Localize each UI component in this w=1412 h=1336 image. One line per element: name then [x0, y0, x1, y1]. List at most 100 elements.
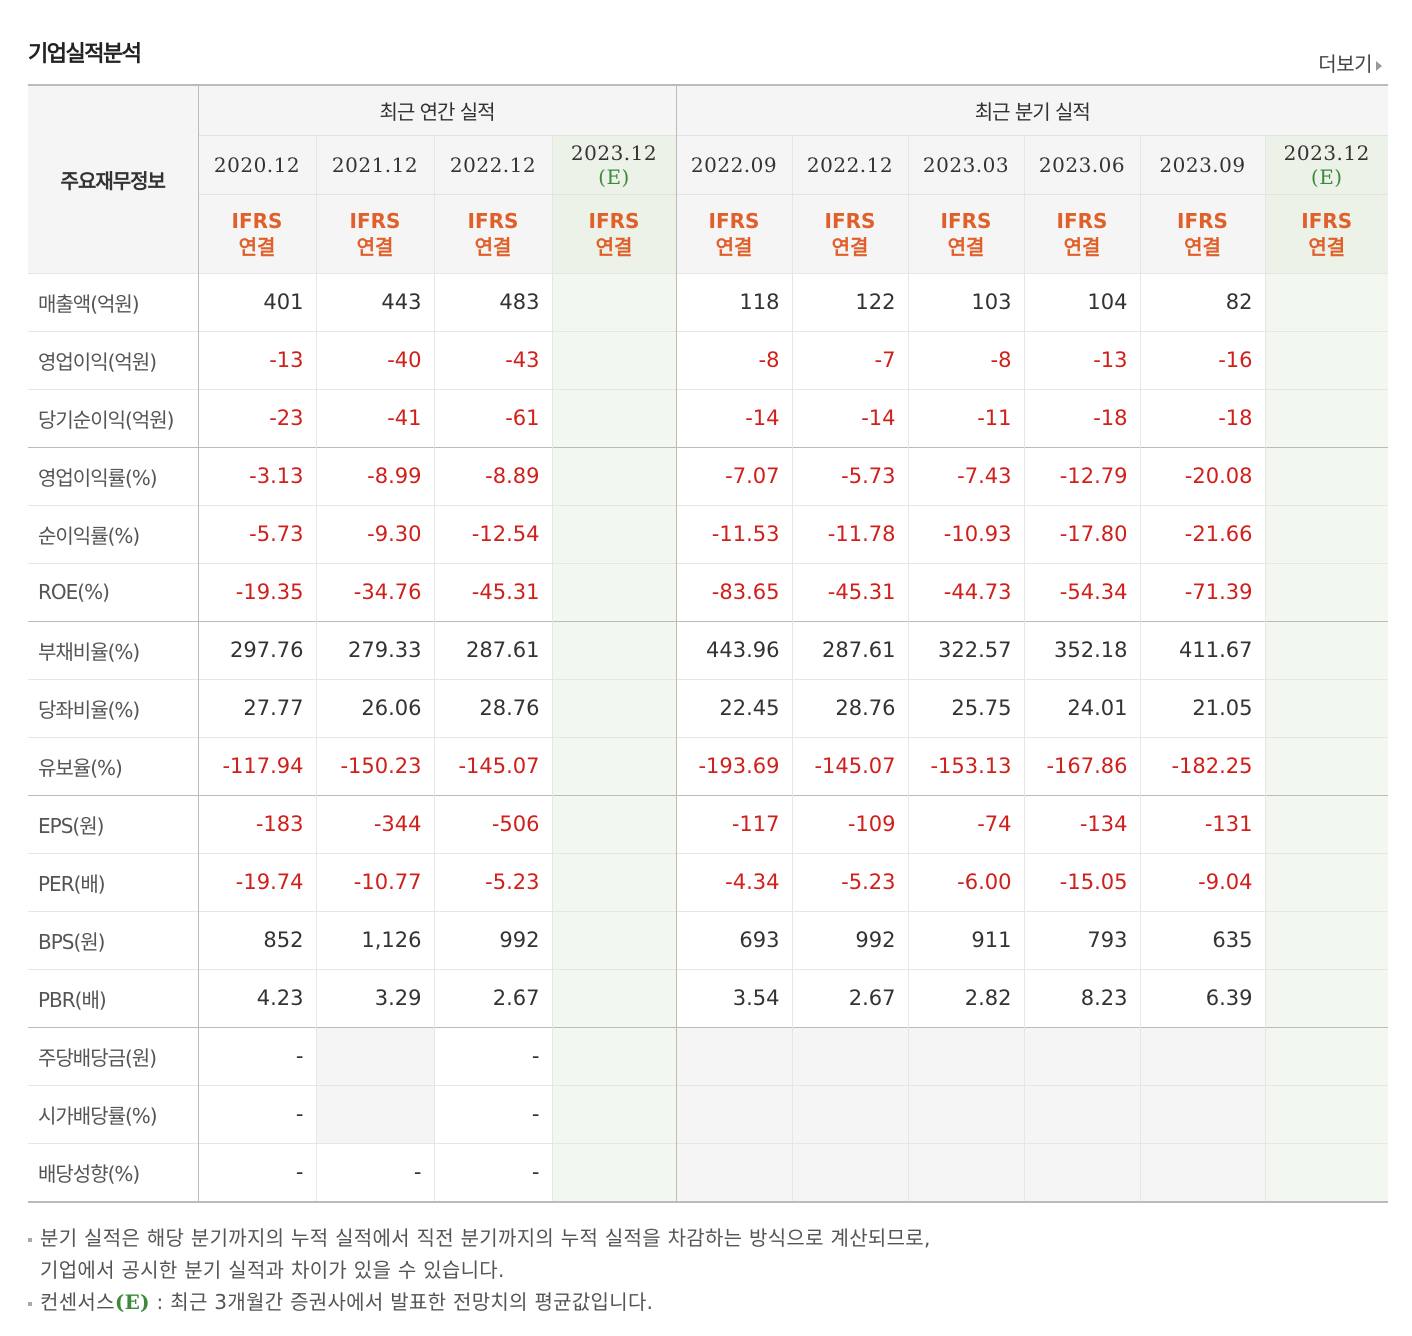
basis-scope: 연결: [1063, 234, 1101, 259]
quarter-value-cell: [1265, 620, 1389, 679]
row-label: 배당성향(%): [28, 1142, 199, 1203]
quarter-value-cell: -18: [1024, 388, 1141, 447]
annual-value-cell: [552, 1084, 677, 1143]
annual-value-cell: -8.89: [434, 446, 553, 505]
quarter-value-cell: [908, 1084, 1025, 1143]
annual-value-cell: 852: [198, 910, 317, 969]
annual-value-cell: -23: [198, 388, 317, 447]
basis-standard: IFRS: [1301, 208, 1353, 233]
annual-value-cell: -117.94: [198, 736, 317, 795]
quarter-value-cell: [1265, 562, 1389, 621]
quarter-value-cell: [1265, 388, 1389, 447]
more-link[interactable]: 더보기: [1318, 48, 1382, 77]
basis-header: IFRS 연결: [552, 193, 677, 273]
period-header: 2022.09: [676, 134, 793, 194]
basis-scope: 연결: [1184, 234, 1221, 259]
annual-value-cell: 26.06: [316, 678, 435, 737]
quarter-value-cell: -145.07: [792, 736, 909, 795]
quarter-value-cell: 104: [1024, 272, 1141, 331]
bullet-icon: [28, 1237, 32, 1242]
row-label: 영업이익(억원): [28, 330, 199, 389]
annual-value-cell: -183: [198, 794, 317, 853]
basis-standard: IFRS: [588, 208, 640, 233]
quarter-value-cell: -83.65: [676, 562, 793, 621]
quarter-value-cell: -44.73: [908, 562, 1025, 621]
annual-value-cell: -43: [434, 330, 553, 389]
quarter-value-cell: [1265, 968, 1389, 1027]
annual-value-cell: [552, 272, 677, 331]
footnote-quarter-calc-cont: 기업에서 공시한 분기 실적과 차이가 있을 수 있습니다.: [40, 1258, 505, 1282]
quarter-value-cell: -117: [676, 794, 793, 853]
basis-header: IFRS 연결: [908, 193, 1025, 273]
annual-value-cell: 279.33: [316, 620, 435, 679]
basis-standard: IFRS: [824, 208, 876, 233]
annual-value-cell: 992: [434, 910, 553, 969]
quarter-value-cell: [676, 1026, 793, 1085]
period-header: 2023.12 (E): [552, 134, 677, 194]
period-label: 2022.12: [449, 152, 537, 177]
financial-summary-table: 주요재무정보 최근 연간 실적 최근 분기 실적 2020.12 2021.12 2…: [28, 84, 1389, 1203]
quarter-value-cell: -153.13: [908, 736, 1025, 795]
annual-value-cell: [552, 446, 677, 505]
annual-value-cell: -: [434, 1026, 553, 1085]
quarter-value-cell: [1265, 794, 1389, 853]
footnote-consensus: 컨센서스(E) : 최근 3개월간 증권사에서 발표한 전망치의 평균값입니다.: [28, 1286, 931, 1318]
annual-value-cell: -19.74: [198, 852, 317, 911]
period-header: 2023.09: [1140, 134, 1266, 194]
annual-value-cell: 3.29: [316, 968, 435, 1027]
basis-header: IFRS 연결: [1140, 193, 1266, 273]
annual-value-cell: -150.23: [316, 736, 435, 795]
table-row: 유보율(%) -117.94 -150.23 -145.07 -193.69 -145.0…: [28, 736, 1389, 795]
basis-scope: 연결: [831, 234, 869, 259]
table-row: PBR(배) 4.23 3.29 2.67 3.54 2.67 2.82 8.23 6.39: [28, 968, 1389, 1027]
quarter-value-cell: 411.67: [1140, 620, 1266, 679]
quarter-value-cell: -11: [908, 388, 1025, 447]
quarter-value-cell: 693: [676, 910, 793, 969]
quarter-value-cell: [792, 1142, 909, 1203]
quarter-value-cell: [908, 1026, 1025, 1085]
quarter-value-cell: -11.53: [676, 504, 793, 563]
row-label: 시가배당률(%): [28, 1084, 199, 1143]
quarter-value-cell: 82: [1140, 272, 1266, 331]
quarter-value-cell: -182.25: [1140, 736, 1266, 795]
table-row: 당기순이익(억원) -23 -41 -61 -14 -14 -11 -18 -18: [28, 388, 1389, 447]
basis-scope: 연결: [595, 234, 633, 259]
quarter-value-cell: -4.34: [676, 852, 793, 911]
quarter-value-cell: 635: [1140, 910, 1266, 969]
basis-header: IFRS 연결: [316, 193, 435, 273]
quarter-value-cell: -9.04: [1140, 852, 1266, 911]
period-label: 2023.09: [1159, 152, 1246, 177]
annual-value-cell: 287.61: [434, 620, 553, 679]
row-label: 당기순이익(억원): [28, 388, 199, 447]
annual-value-cell: -145.07: [434, 736, 553, 795]
period-header: 2021.12: [316, 134, 435, 194]
annual-value-cell: -10.77: [316, 852, 435, 911]
row-label: 매출액(억원): [28, 272, 199, 331]
quarter-value-cell: -13: [1024, 330, 1141, 389]
basis-standard: IFRS: [1056, 208, 1108, 233]
period-header: 2020.12: [198, 134, 317, 194]
period-header: 2022.12: [434, 134, 553, 194]
annual-value-cell: -: [198, 1142, 317, 1203]
annual-value-cell: [552, 388, 677, 447]
quarter-value-cell: [1265, 272, 1389, 331]
annual-value-cell: -9.30: [316, 504, 435, 563]
row-label: 순이익률(%): [28, 504, 199, 563]
footnotes: 분기 실적은 해당 분기까지의 누적 실적에서 직전 분기까지의 누적 실적을 …: [28, 1222, 931, 1318]
annual-value-cell: -12.54: [434, 504, 553, 563]
quarter-value-cell: -109: [792, 794, 909, 853]
table-row: 매출액(억원) 401 443 483 118 122 103 104 82: [28, 272, 1389, 331]
annual-value-cell: -41: [316, 388, 435, 447]
annual-group-header: 최근 연간 실적: [198, 85, 677, 135]
period-header: 2023.12 (E): [1265, 134, 1389, 194]
quarter-value-cell: 118: [676, 272, 793, 331]
quarter-value-cell: [1140, 1142, 1266, 1203]
period-header: 2022.12: [792, 134, 909, 194]
quarter-value-cell: 911: [908, 910, 1025, 969]
quarter-value-cell: -12.79: [1024, 446, 1141, 505]
basis-standard: IFRS: [708, 208, 760, 233]
basis-scope: 연결: [474, 234, 512, 259]
quarter-value-cell: [1265, 1142, 1389, 1203]
table-row: 시가배당률(%) - -: [28, 1084, 1389, 1143]
annual-value-cell: [552, 794, 677, 853]
